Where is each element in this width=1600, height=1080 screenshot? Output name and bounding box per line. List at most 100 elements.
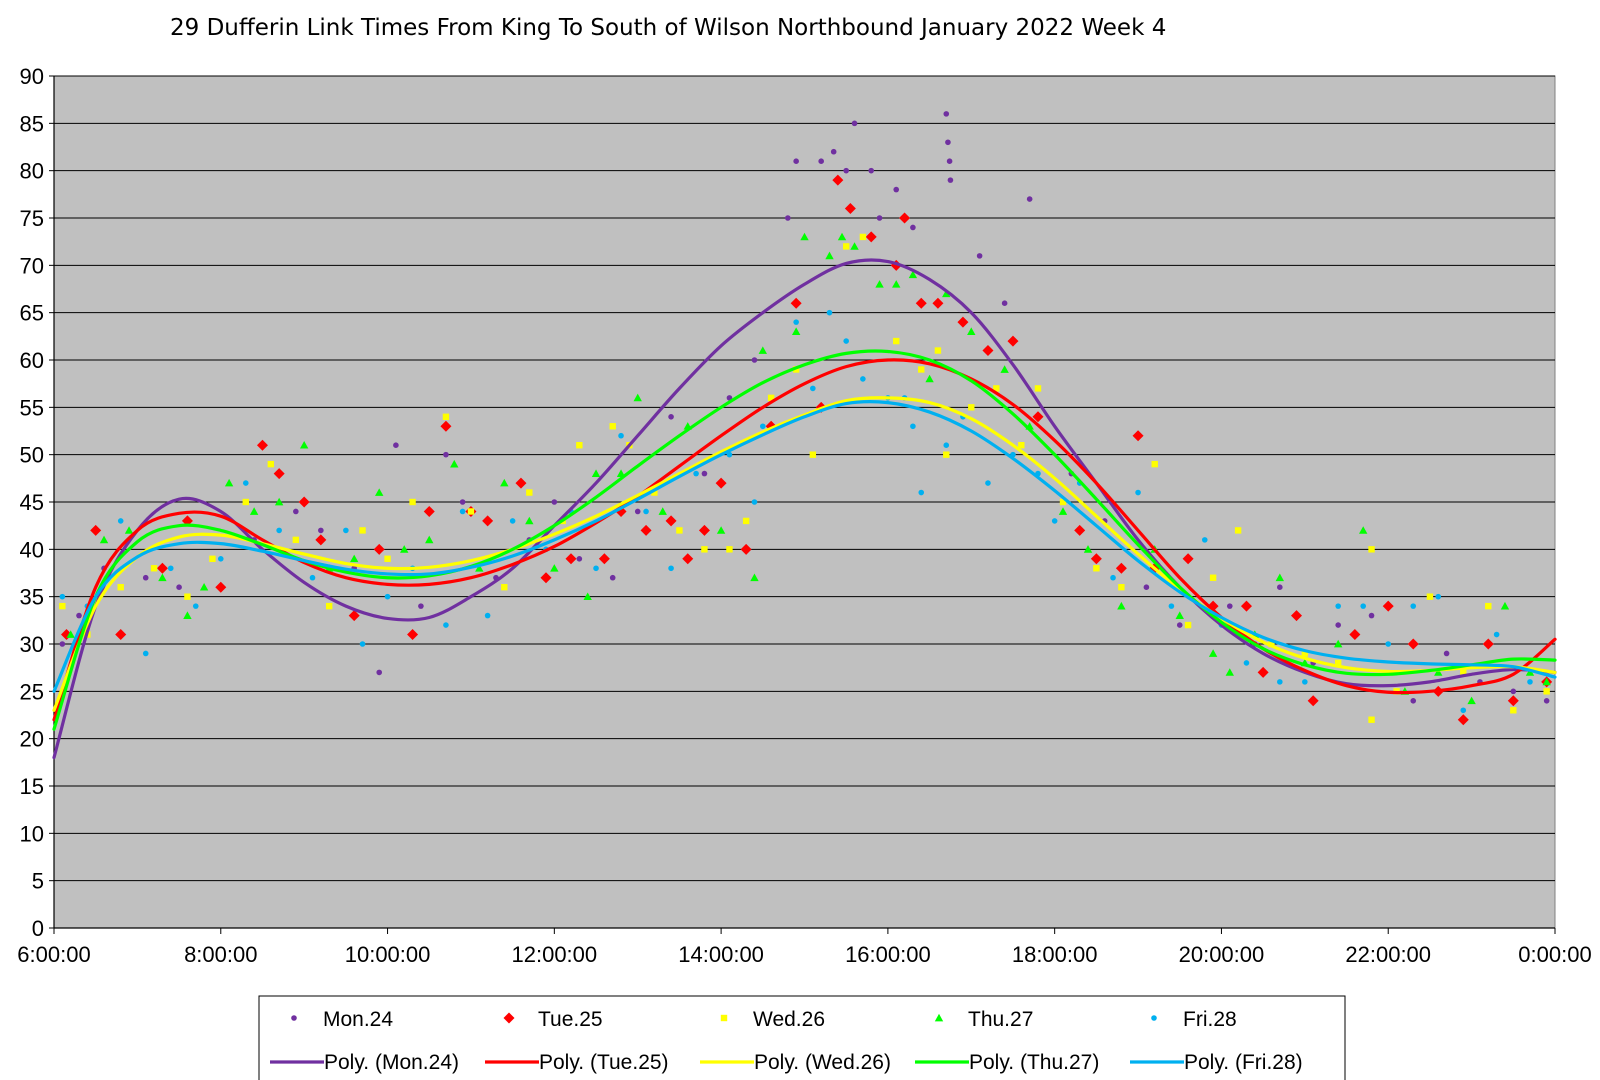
data-point [90,524,102,536]
y-tick-label: 10 [20,821,44,846]
data-point [59,593,66,600]
y-tick-label: 80 [20,159,44,184]
data-point [298,496,310,508]
data-point [348,610,360,622]
data-point [868,167,875,174]
data-point [800,232,809,241]
data-point [450,459,459,468]
data-point [1257,666,1269,678]
data-point [1051,518,1058,524]
data-point [859,233,867,241]
data-point [767,394,775,402]
data-point [409,498,416,506]
data-point [242,480,249,486]
data-point [1510,707,1517,714]
data-point [1018,442,1025,449]
legend-label: Tue.25 [538,1008,603,1031]
data-point [59,641,66,647]
data-point [1059,498,1067,506]
data-point [1032,411,1044,423]
data-point [825,251,834,260]
data-point [908,270,918,279]
data-point [359,641,366,647]
data-point [117,518,124,524]
data-point [843,167,849,174]
data-point [418,603,424,609]
data-point [910,224,916,231]
data-point [1182,553,1194,565]
data-point [1007,335,1019,347]
data-point [875,280,884,288]
data-point [1234,527,1242,534]
data-point [1543,698,1550,704]
data-point [1168,603,1175,609]
trend-line [52,400,1557,693]
data-point [668,414,674,420]
data-point [217,556,224,562]
data-point [76,612,82,619]
data-point [844,203,856,215]
data-point [115,629,127,641]
trend-line [52,349,1557,731]
legend-trend-label: Poly. (Tue.25) [539,1051,669,1074]
data-point [242,498,249,506]
legend-label: Fri.28 [1183,1008,1237,1031]
data-point [459,499,466,505]
data-point [1074,524,1086,536]
data-point [1368,612,1375,619]
data-point [1543,688,1550,695]
data-point [918,366,925,373]
data-point [651,489,658,496]
data-point [751,499,758,505]
data-point [526,489,533,496]
data-point [618,432,624,439]
data-point [1359,526,1368,534]
data-point [407,629,419,641]
data-point [376,669,383,676]
data-point [598,553,610,565]
data-point [384,555,391,562]
data-point [876,215,883,221]
data-point [176,584,182,590]
data-point [751,357,758,363]
data-point [343,527,349,534]
data-point [1083,545,1093,553]
data-point [893,186,900,193]
data-point [1335,603,1341,609]
data-point [701,470,708,477]
data-point [842,243,850,250]
data-point [66,630,75,638]
data-point [1277,679,1283,685]
data-point [982,345,994,357]
data-point [1525,668,1535,676]
data-point [1333,639,1343,648]
data-point [1500,601,1510,610]
data-point [942,289,951,298]
data-point [1115,562,1127,574]
data-point [442,413,450,420]
data-point [968,404,975,411]
data-point [1410,698,1417,704]
data-point [1368,716,1375,723]
x-tick-label: 22:00:00 [1345,942,1431,967]
data-point [565,553,577,565]
data-point [785,215,791,221]
data-point [1135,489,1141,496]
data-point [1026,196,1033,202]
data-point [726,395,733,401]
y-tick-label: 60 [20,348,44,373]
data-point [1482,638,1494,650]
data-point [682,553,694,565]
data-point [184,593,191,600]
data-point [1226,603,1233,609]
data-point [760,423,766,430]
data-point [1443,650,1450,657]
data-point [993,385,1000,392]
data-point [215,581,227,593]
data-point [459,508,466,515]
y-tick-label: 5 [32,869,44,894]
data-point [1058,507,1068,515]
data-point [633,393,642,402]
y-tick-label: 55 [20,395,44,420]
data-point [276,527,282,534]
